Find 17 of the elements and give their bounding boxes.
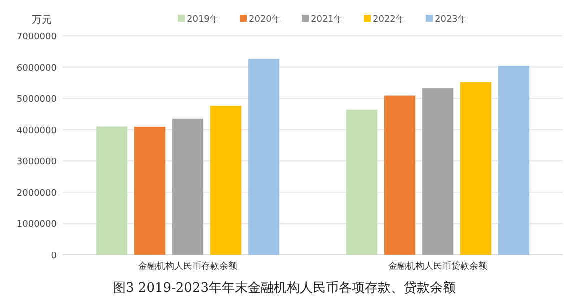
legend-label: 2022年	[373, 15, 405, 25]
x-tick-label: 金融机构人民币贷款余额	[388, 262, 488, 272]
ylabel: 万元	[32, 15, 52, 26]
x-tick-label: 金融机构人民币存款余额	[138, 262, 238, 272]
y-tick-label: 1000000	[16, 220, 57, 230]
y-tick-label: 6000000	[16, 64, 57, 74]
y-tick-label: 2000000	[16, 188, 57, 199]
y-tick-label: 5000000	[16, 95, 57, 106]
legend-label: 2019年	[187, 15, 219, 25]
legend-label: 2023年	[435, 15, 467, 25]
legend-label: 2020年	[249, 15, 281, 25]
y-tick-label: 0	[51, 252, 57, 262]
y-tick-label: 4000000	[16, 126, 57, 136]
y-tick-label: 3000000	[16, 158, 57, 168]
title: 图3 2019-2023年年末金融机构人民币各项存款、贷款余额	[113, 281, 456, 296]
legend-label: 2021年	[311, 15, 343, 25]
y-tick-label: 7000000	[16, 32, 57, 42]
